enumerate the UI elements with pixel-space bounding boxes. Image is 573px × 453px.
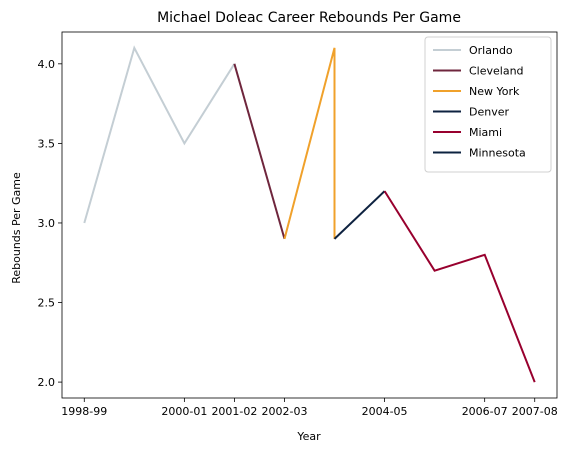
plot-area bbox=[61, 31, 558, 399]
legend-label-0: Orlando bbox=[469, 44, 513, 57]
series-line-1 bbox=[233, 63, 286, 240]
x-tick-label-0: 1998-99 bbox=[61, 405, 107, 418]
x-axis-label: Year bbox=[296, 430, 321, 443]
y-tick-label-0: 2.0 bbox=[38, 376, 56, 389]
x-tick-label-6: 2007-08 bbox=[512, 405, 558, 418]
x-axis-ticks: 1998-99 2000-01 2001-02 2002-03 2004-05 2006-… bbox=[61, 398, 558, 418]
series-line-4 bbox=[383, 190, 536, 383]
axes-frame bbox=[61, 31, 558, 399]
series-line-2 bbox=[283, 47, 336, 240]
legend-label-2: New York bbox=[469, 85, 520, 98]
y-tick-label-2: 3.0 bbox=[38, 217, 56, 230]
y-tick-label-4: 4.0 bbox=[38, 58, 56, 71]
legend-label-4: Miami bbox=[469, 126, 502, 139]
legend: Orlando Cleveland New York Denver Miami Minne… bbox=[424, 36, 552, 173]
chart-title: Michael Doleac Career Rebounds Per Game bbox=[157, 10, 461, 26]
x-tick-label-4: 2004-05 bbox=[362, 405, 408, 418]
series-line-3 bbox=[333, 190, 386, 240]
x-tick-label-3: 2002-03 bbox=[261, 405, 307, 418]
x-tick-label-1: 2000-01 bbox=[161, 405, 207, 418]
y-axis-ticks: 2.0 2.5 3.0 3.5 4.0 bbox=[38, 58, 62, 389]
legend-label-3: Denver bbox=[469, 106, 509, 119]
legend-label-5: Minnesota bbox=[469, 147, 526, 160]
legend-label-1: Cleveland bbox=[469, 65, 524, 78]
x-tick-label-2: 2001-02 bbox=[211, 405, 257, 418]
series-line-0 bbox=[83, 45, 236, 224]
y-axis-label: Rebounds Per Game bbox=[10, 172, 23, 284]
y-tick-label-3: 3.5 bbox=[38, 137, 56, 150]
x-tick-label-5: 2006-07 bbox=[462, 405, 508, 418]
y-tick-label-1: 2.5 bbox=[38, 297, 56, 310]
